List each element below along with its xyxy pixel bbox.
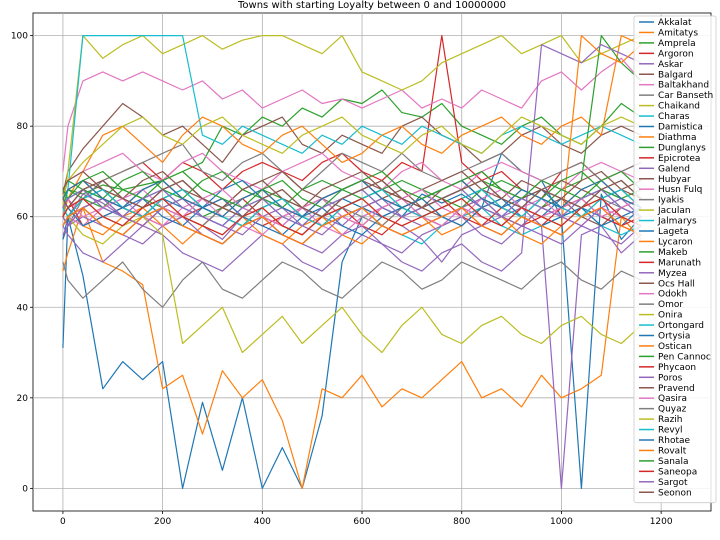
x-tick-label: 800 (453, 517, 470, 527)
series-line-jaculan (62, 116, 642, 199)
y-tick-label: 20 (17, 394, 29, 404)
y-tick-label: 100 (11, 32, 28, 42)
legend-label: Sargot (658, 478, 688, 488)
y-tick-label: 60 (17, 213, 29, 223)
series-line-baltakhand (62, 57, 642, 172)
legend-label: Revyl (658, 426, 683, 436)
legend-label: Saneopa (658, 467, 697, 477)
legend-label: Argoron (658, 49, 694, 59)
x-tick-label: 400 (254, 517, 271, 527)
legend-label: Epicrotea (658, 154, 700, 164)
legend-label: Lycaron (658, 237, 693, 247)
chart-title: Towns with starting Loyalty between 0 an… (237, 0, 506, 11)
legend-label: Pravend (658, 384, 695, 394)
series-line-amitatys (62, 207, 642, 489)
legend-label: Diathma (658, 133, 696, 143)
x-tick-label: 200 (154, 517, 171, 527)
legend-label: Rovalt (658, 446, 687, 456)
legend-label: Chaikand (658, 102, 700, 112)
legend-label: Ocs Hall (658, 279, 695, 289)
legend-label: Charas (658, 112, 690, 122)
legend-label: Razih (658, 415, 683, 425)
legend-label: Jaculan (657, 206, 691, 216)
legend-label: Iyakis (658, 196, 684, 206)
legend-label: Rhotae (658, 436, 691, 446)
legend-label: Quyaz (658, 405, 687, 415)
legend-label: Galend (658, 164, 690, 174)
legend-label: Ortysia (658, 332, 690, 342)
legend-label: Makeb (658, 248, 688, 258)
legend-label: Myzea (658, 269, 687, 279)
legend-label: Phycaon (658, 363, 696, 373)
plot-area (32, 12, 712, 512)
legend-label: Omor (658, 300, 683, 310)
series-lines (62, 34, 642, 489)
legend-label: Onira (658, 311, 683, 321)
y-tick-label: 0 (22, 484, 28, 494)
legend-label: Lageta (658, 227, 689, 237)
series-line-charas (62, 34, 642, 217)
legend-label: Balgard (658, 70, 693, 80)
legend-label: Poros (658, 373, 683, 383)
x-tick-label: 600 (353, 517, 370, 527)
x-tick-label: 0 (60, 517, 66, 527)
legend-label: Askar (658, 60, 683, 70)
legend-label: Baltakhand (658, 81, 709, 91)
legend-label: Amitatys (658, 28, 698, 38)
legend-box (633, 15, 717, 504)
legend-label: Seonon (658, 488, 692, 498)
legend-label: Ostican (658, 342, 692, 352)
series-line-iyakis (62, 261, 642, 308)
legend-label: Hubyar (658, 175, 691, 185)
series-line-seonon (62, 179, 642, 218)
legend-label: Sanala (658, 457, 688, 467)
legend: AkkalatAmitatysAmprelaArgoronAskarBalgar… (633, 15, 717, 504)
legend-label: Marunath (658, 258, 701, 268)
series-line-rovalt (62, 207, 642, 245)
legend-label: Car Banseth (658, 91, 713, 101)
legend-label: Amprela (658, 39, 696, 49)
y-tick-label: 40 (17, 303, 29, 313)
legend-label: Odokh (658, 290, 687, 300)
legend-label: Jalmarys (657, 217, 697, 227)
legend-label: Husn Fulq (658, 185, 702, 195)
legend-label: Dunglanys (658, 143, 706, 153)
y-tick-label: 80 (17, 122, 29, 132)
x-tick-label: 1000 (550, 517, 573, 527)
legend-label: Qasira (658, 394, 687, 404)
legend-label: Pen Cannoc (658, 352, 711, 362)
x-tick-label: 1200 (650, 517, 673, 527)
legend-label: Damistica (658, 123, 703, 133)
series-line-diathma (62, 34, 642, 217)
legend-label: Akkalat (658, 18, 692, 28)
legend-label: Ortongard (658, 321, 704, 331)
axis-ticks: 0 200 400 600 800 1000 1200 0 20 40 60 80 100 (11, 32, 673, 527)
